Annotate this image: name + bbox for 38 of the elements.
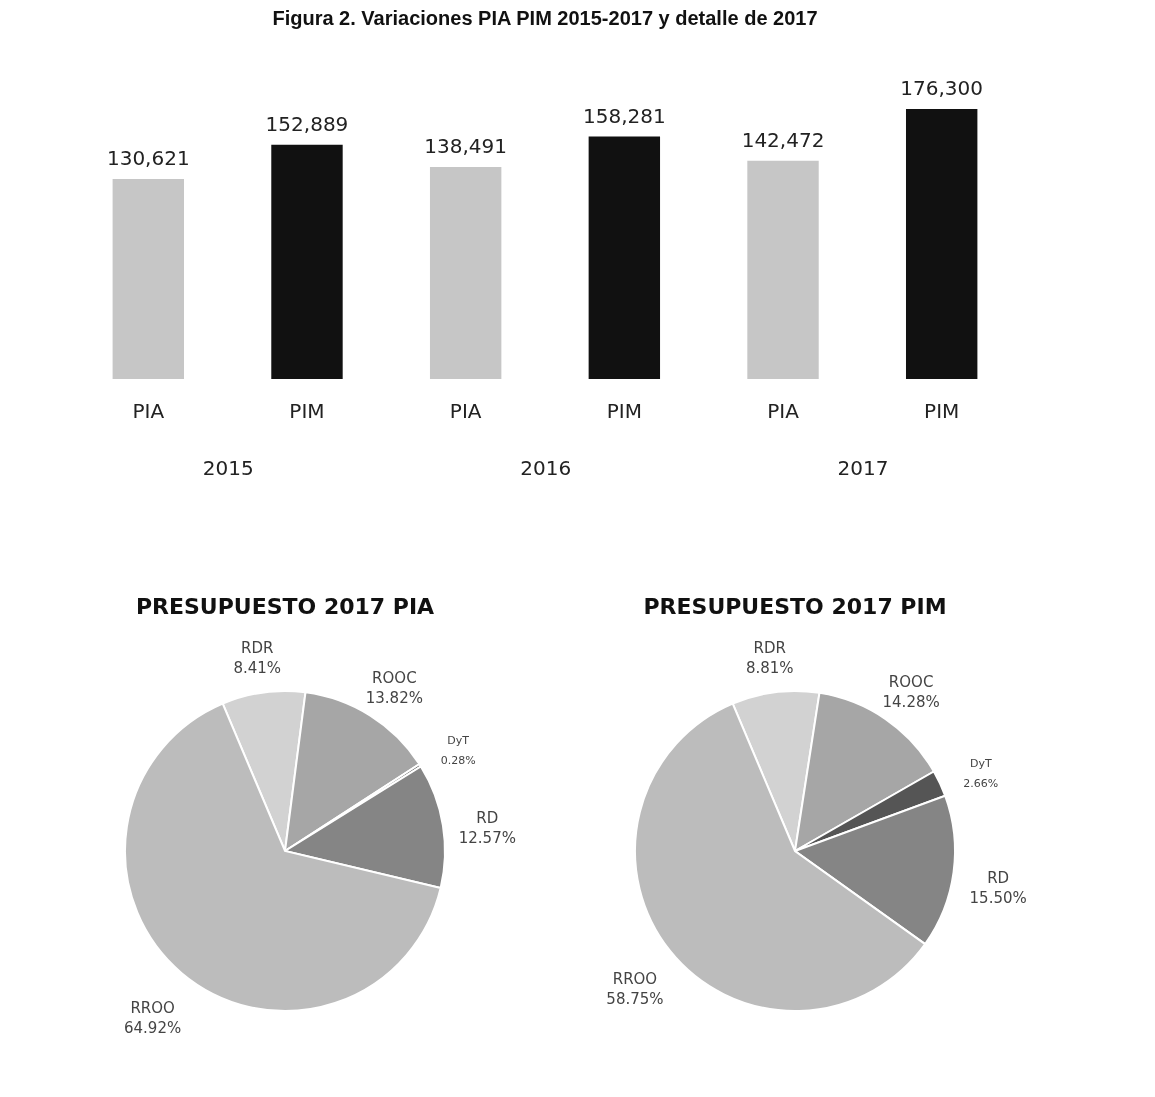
slice-label: RD [987,869,1010,888]
data-label: 152,889 [265,111,349,136]
data-label: 64.92% [124,1018,182,1037]
slice-label: RROO [130,998,175,1017]
x-tick-label: PIM [606,398,642,423]
x-tick-label: PIA [132,398,165,423]
data-label: 8.41% [233,658,282,677]
slice-label: ROOC [888,673,934,692]
data-label: 15.50% [969,889,1027,908]
chart-title: PRESUPUESTO 2017 PIM [643,593,947,619]
data-label: 12.57% [458,829,516,848]
slice-label: DyT [447,734,470,748]
data-label: 130,621 [106,145,190,170]
data-label: 13.82% [365,688,423,707]
slice-label: DyT [969,757,992,771]
data-label: 176,300 [900,76,984,100]
x-tick-label: PIA [767,398,800,423]
x-tick-label: PIM [924,398,960,423]
data-label: 14.28% [882,693,940,712]
x-tick-label: PIM [289,398,325,423]
slice-label: RDR [753,638,787,657]
text: 2015 [202,456,254,480]
data-label: 158,281 [582,103,666,128]
slice-label: ROOC [372,668,417,687]
chart-title: Figura 2. Variaciones PIA PIM 2015-2017 y detalle de 2017 [272,7,818,29]
text: 2017 [837,456,889,480]
data-label: 0.28% [440,754,476,768]
chart-title: PRESUPUESTO 2017 PIA [135,593,435,619]
text: 2016 [520,456,572,480]
x-tick-label: PIA [449,398,482,423]
slice-label: RROO [612,970,658,989]
slice-label: RD [476,809,499,828]
data-label: 142,472 [741,127,825,152]
data-label: 138,491 [424,133,508,158]
data-label: 8.81% [745,658,794,677]
slice-label: RDR [241,638,274,657]
data-label: 58.75% [606,990,664,1009]
data-label: 2.66% [963,777,999,791]
